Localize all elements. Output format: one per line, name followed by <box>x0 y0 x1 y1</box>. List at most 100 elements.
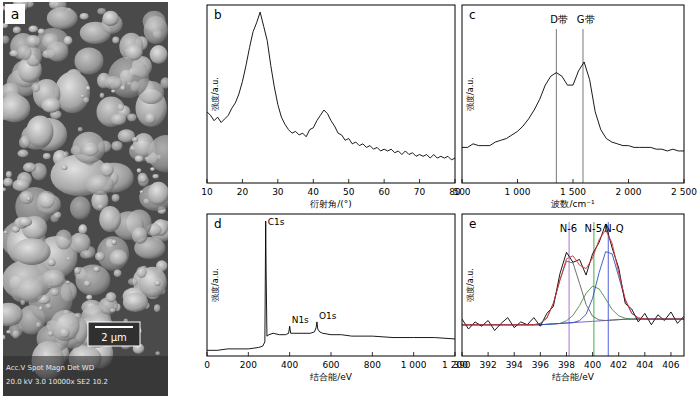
particle <box>70 196 91 219</box>
particle <box>127 113 136 121</box>
plot-area <box>207 5 455 183</box>
frame <box>462 5 684 183</box>
annotation-label: N1s <box>292 315 309 325</box>
particle <box>112 37 119 44</box>
x-tick-label: 10 <box>201 187 213 197</box>
particle <box>112 194 120 202</box>
x-tick <box>331 352 332 356</box>
particle <box>59 327 70 337</box>
particle <box>47 7 78 29</box>
particle <box>86 295 92 300</box>
figure: 2 μmAcc.V Spot Magn Det WD20.0 kV 3.0 10… <box>0 0 700 398</box>
x-axis-label: 衍射角/(°) <box>310 199 352 209</box>
particle <box>135 155 144 162</box>
x-tick-label: 30 <box>272 187 284 197</box>
x-tick-label: 0 <box>204 360 210 370</box>
info-values: 20.0 kV 3.0 10000x SE2 10.2 <box>6 378 108 386</box>
y-axis-label: 强度/a.u. <box>466 77 475 111</box>
particle <box>39 306 43 311</box>
particle <box>17 45 32 60</box>
particle <box>61 165 67 170</box>
particle <box>110 249 128 266</box>
particle <box>155 280 161 286</box>
page: {"chart_data":[ {"type":"image","title":… <box>0 0 700 398</box>
particle <box>55 230 72 250</box>
plot-area <box>462 214 684 356</box>
particle <box>3 188 6 192</box>
particle <box>3 178 13 187</box>
particle <box>75 47 104 74</box>
x-tick-label: 2 000 <box>616 187 642 197</box>
particle <box>18 217 32 227</box>
particle <box>36 322 41 328</box>
particle <box>137 168 142 173</box>
particle <box>111 113 127 125</box>
series-line <box>462 261 684 325</box>
plot-marks <box>462 29 684 183</box>
series-line <box>207 12 455 160</box>
plot-area <box>207 214 455 356</box>
particle <box>78 127 83 132</box>
annotation-label: N-5 <box>585 223 602 234</box>
particle <box>64 36 73 45</box>
x-tick-label: 404 <box>636 360 653 370</box>
x-tick <box>348 179 349 183</box>
series-line <box>462 230 684 325</box>
annotation-label: O1s <box>319 311 337 321</box>
particle <box>136 266 146 278</box>
x-tick <box>592 352 593 356</box>
panel-label: a <box>11 6 20 22</box>
x-tick-label: 406 <box>662 360 679 370</box>
panel-label: c <box>469 8 476 22</box>
particle <box>86 175 114 196</box>
annotation-line <box>556 29 557 183</box>
particle <box>82 144 98 156</box>
x-axis-label: 波数/cm⁻¹ <box>551 199 594 209</box>
panel-label-box <box>5 4 25 24</box>
particle <box>3 231 7 234</box>
frame <box>207 214 455 356</box>
series-line <box>462 224 684 331</box>
x-tick-label: 402 <box>610 360 627 370</box>
particle <box>43 153 51 159</box>
particle <box>31 83 40 93</box>
x-tick <box>419 179 420 183</box>
x-tick <box>566 352 567 356</box>
particle <box>117 104 124 111</box>
particle <box>3 95 30 123</box>
micrograph <box>3 2 168 396</box>
particle <box>3 303 23 327</box>
particle <box>99 206 121 232</box>
particle <box>132 227 148 244</box>
particle <box>38 191 56 209</box>
frame <box>207 5 455 183</box>
x-tick-label: 1 000 <box>505 187 531 197</box>
particle <box>106 292 117 302</box>
particle <box>76 265 111 296</box>
series-line <box>462 62 684 151</box>
particle <box>20 191 34 204</box>
particle <box>80 13 89 20</box>
particle <box>3 35 9 44</box>
y-axis-label: 强度/a.u. <box>211 77 220 111</box>
particle <box>138 173 148 183</box>
particle <box>23 163 36 173</box>
particle <box>3 335 6 340</box>
x-tick-label: 398 <box>558 360 575 370</box>
particle <box>140 190 144 193</box>
particle <box>80 250 92 259</box>
x-tick-label: 392 <box>480 360 497 370</box>
scale-bar <box>95 326 133 328</box>
plot-area <box>462 5 684 183</box>
x-tick <box>540 352 541 356</box>
x-tick-label: 394 <box>506 360 523 370</box>
particle <box>38 29 45 35</box>
plot-marks <box>207 12 455 160</box>
x-tick <box>514 352 515 356</box>
particle <box>102 11 118 26</box>
particle <box>132 137 138 142</box>
annotation-label: N-6 <box>560 223 577 234</box>
x-tick-label: 400 <box>584 360 601 370</box>
particle <box>123 292 148 312</box>
particle <box>27 197 31 201</box>
